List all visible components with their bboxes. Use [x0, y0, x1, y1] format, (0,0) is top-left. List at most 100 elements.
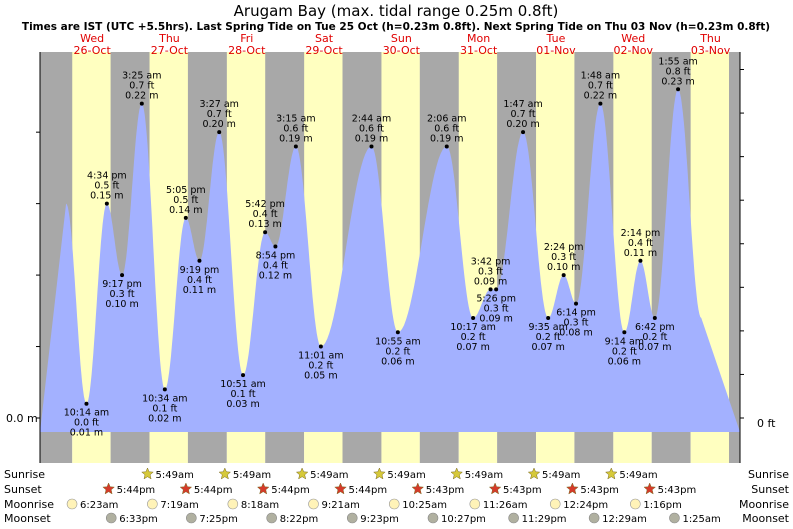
tide-label: 5:05 pm — [166, 185, 206, 196]
sunrise-time: 5:49am — [310, 470, 348, 481]
day-label-date: 27-Oct — [151, 44, 189, 57]
tide-label: 0.20 m — [202, 119, 235, 130]
tide-label: 0.7 ft — [207, 109, 232, 120]
tide-label: 3:25 am — [122, 71, 161, 82]
tide-label: 1:55 am — [658, 56, 697, 67]
tide-point — [120, 273, 125, 278]
tide-label: 9:14 am — [605, 336, 644, 347]
tide-label: 0.07 m — [638, 342, 671, 353]
tide-point — [263, 230, 268, 235]
day-label-date: 03-Nov — [691, 44, 731, 57]
day-label-date: 02-Nov — [614, 44, 654, 57]
astro-row-label-left: Moonrise — [4, 498, 54, 511]
tide-label: 0.6 ft — [359, 123, 384, 134]
daylight-band-lower — [149, 432, 188, 463]
astro-rows: Sunrise Sunrise Sunset Sunset Moonrise Moonri… — [4, 467, 790, 525]
tide-label: 2:14 pm — [621, 228, 661, 239]
day-label-dow: Wed — [621, 32, 645, 45]
sunrise-icon — [527, 467, 541, 480]
sunset-time: 5:44pm — [117, 485, 156, 496]
sunrise-time: 5:49am — [387, 470, 425, 481]
day-label-dow: Sun — [391, 32, 412, 45]
tide-label: 0.02 m — [148, 413, 181, 424]
astro-row-label-left: Moonset — [4, 512, 51, 525]
tide-label: 0.09 m — [474, 276, 507, 287]
tide-label: 6:42 pm — [635, 322, 675, 333]
sunset-icon — [102, 482, 115, 495]
moonset-icon — [588, 512, 600, 524]
sunset-icon — [411, 482, 425, 495]
tide-label: 2:44 am — [352, 113, 391, 124]
day-label-date: 01-Nov — [536, 44, 576, 57]
sunrise-icon — [218, 467, 232, 480]
tide-label: 1:47 am — [503, 99, 542, 110]
sunset-time: 5:44pm — [349, 485, 388, 496]
tide-label: 0.10 m — [105, 299, 138, 310]
tide-label: 0.6 ft — [283, 123, 308, 134]
tide-label: 0.5 ft — [94, 181, 119, 192]
moonset-icon — [346, 512, 358, 524]
daylight-band-lower — [304, 432, 343, 463]
tide-label: 0.7 ft — [588, 81, 613, 92]
sunrise-icon — [450, 467, 464, 480]
tide-label: 0.4 ft — [187, 275, 212, 286]
sunrise-icon — [141, 467, 154, 480]
tide-point — [521, 130, 526, 135]
tide-label: 0.19 m — [355, 133, 388, 144]
tide-label: 0.4 ft — [628, 238, 653, 249]
tide-point — [561, 273, 566, 278]
tide-label: 0.2 ft — [612, 346, 637, 357]
y-label-right: 0 ft — [757, 417, 776, 430]
tide-label: 8:54 pm — [256, 251, 296, 262]
tide-point — [369, 144, 374, 149]
tide-label: 0.23 m — [661, 76, 694, 87]
daylight-band-lower — [458, 432, 498, 463]
tide-point — [444, 144, 449, 149]
night-band — [729, 52, 740, 463]
moonrise-time: 9:21am — [322, 500, 360, 511]
tide-label: 0.3 ft — [551, 252, 576, 263]
tide-label: 0.14 m — [169, 205, 202, 216]
tide-label: 0.07 m — [456, 342, 489, 353]
daylight-band-lower — [72, 432, 111, 463]
moonrise-time: 8:18am — [241, 500, 279, 511]
tide-labels: 10:14 am0.0 ft0.01 m4:34 pm0.5 ft0.15 m9… — [64, 56, 698, 438]
tide-label: 0.3 ft — [110, 289, 135, 300]
tide-label: 3:42 pm — [471, 256, 511, 267]
tide-label: 0.7 ft — [129, 81, 154, 92]
tide-label: 0.2 ft — [308, 361, 333, 372]
sunset-time: 5:43pm — [426, 485, 465, 496]
moonset-time: 7:25pm — [199, 514, 238, 525]
daylight-band-lower — [226, 432, 266, 463]
tide-label: 0.6 ft — [434, 123, 459, 134]
tide-point — [139, 101, 144, 106]
moonrise-time: 10:25am — [402, 500, 447, 511]
astro-row-label-right: Moonset — [742, 512, 789, 525]
day-label-dow: Tue — [546, 32, 566, 45]
tide-label: 0.2 ft — [642, 332, 667, 343]
tide-label: 0.2 ft — [536, 332, 561, 343]
tide-point — [197, 258, 202, 263]
tide-label: 2:24 pm — [544, 242, 584, 253]
tide-point — [488, 287, 493, 292]
tide-label: 0.11 m — [624, 248, 657, 259]
sunrise-time: 5:49am — [156, 470, 194, 481]
tide-point — [622, 330, 627, 335]
day-label-date: 31-Oct — [460, 44, 498, 57]
tide-label: 0.1 ft — [152, 403, 177, 414]
tide-point — [162, 387, 167, 392]
astro-row-label-left: Sunrise — [4, 468, 45, 481]
astro-row-label-right: Moonrise — [739, 498, 789, 511]
day-label-dow: Fri — [240, 32, 253, 45]
sunset-icon — [566, 482, 579, 495]
moonrise-icon — [630, 498, 641, 510]
tide-label: 0.10 m — [547, 262, 580, 273]
tide-label: 0.13 m — [248, 219, 281, 230]
tide-label: 0.06 m — [381, 356, 414, 367]
tide-point — [241, 373, 246, 378]
tide-point — [293, 144, 298, 149]
tide-label: 9:19 pm — [180, 265, 220, 276]
day-label-date: 26-Oct — [74, 44, 112, 57]
day-label-dow: Mon — [467, 32, 490, 45]
tide-label: 0.06 m — [608, 356, 641, 367]
